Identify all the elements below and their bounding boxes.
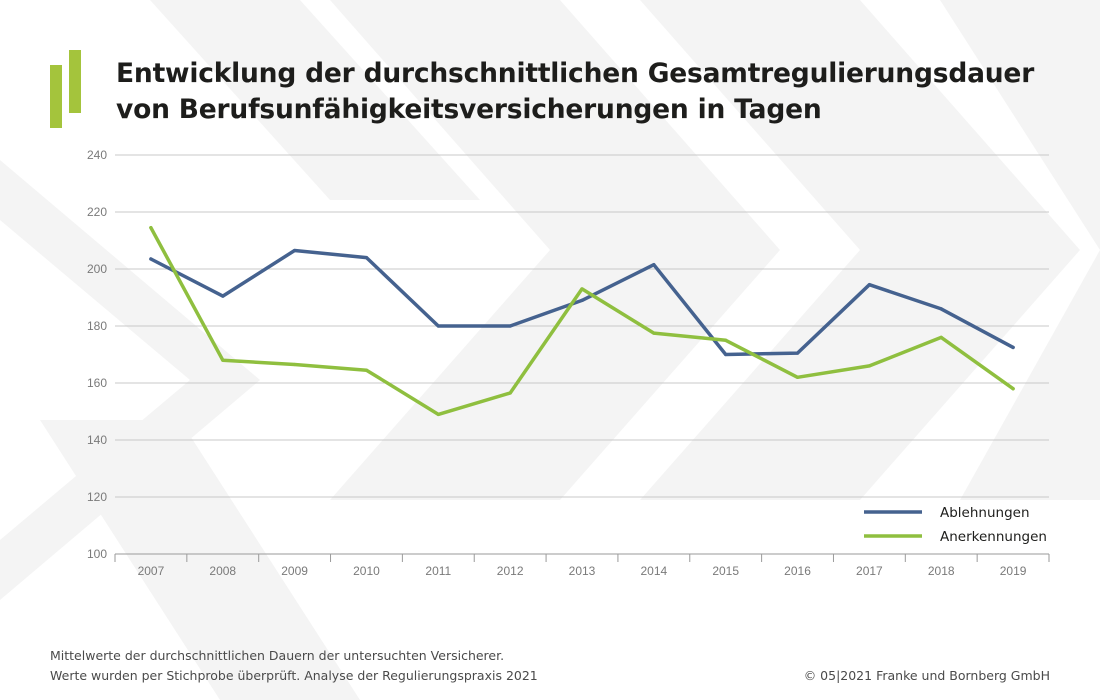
- x-tick-label-2012: 2012: [497, 564, 524, 578]
- footnote-line-2: Werte wurden per Stichprobe überprüft. A…: [50, 668, 538, 683]
- data-point-ablehnungen-2011: [436, 324, 440, 328]
- logo-bar-left: [50, 65, 62, 128]
- y-tick-label-100: 100: [87, 547, 107, 561]
- y-tick-label-200: 200: [87, 262, 107, 276]
- x-tick-label-2009: 2009: [281, 564, 308, 578]
- data-point-anerkennungen-2019: [1011, 387, 1015, 391]
- data-point-anerkennungen-2012: [508, 391, 512, 395]
- x-tick-label-2008: 2008: [209, 564, 236, 578]
- y-tick-label-220: 220: [87, 205, 107, 219]
- x-tick-label-2013: 2013: [569, 564, 596, 578]
- data-point-ablehnungen-2019: [1011, 345, 1015, 349]
- data-point-ablehnungen-2017: [867, 283, 871, 287]
- copyright: © 05|2021 Franke und Bornberg GmbH: [803, 668, 1050, 683]
- x-tick-label-2010: 2010: [353, 564, 380, 578]
- legend-label-ablehnungen: Ablehnungen: [940, 505, 1030, 521]
- y-axis-ticks: 100 120 140 160 180 200 220 240: [87, 148, 107, 561]
- data-point-ablehnungen-2013: [580, 298, 584, 302]
- chart-title: Entwicklung der durchschnittlichen Gesam…: [116, 56, 1066, 128]
- data-point-ablehnungen-2008: [221, 294, 225, 298]
- data-point-ablehnungen-2010: [364, 256, 369, 260]
- x-tick-label-2007: 2007: [138, 564, 165, 578]
- data-point-anerkennungen-2010: [364, 368, 369, 372]
- x-tick-label-2019: 2019: [1000, 564, 1027, 578]
- y-tick-label-120: 120: [87, 490, 107, 504]
- y-tick-label-240: 240: [87, 148, 107, 162]
- data-point-ablehnungen-2009: [293, 248, 297, 253]
- chart-title-line-2: von Berufsunfähigkeitsversicherungen in …: [116, 94, 822, 125]
- data-point-anerkennungen-2011: [436, 412, 440, 416]
- chart-title-line-1: Entwicklung der durchschnittlichen Gesam…: [116, 58, 1035, 89]
- data-point-ablehnungen-2012: [508, 324, 512, 328]
- series-line-ablehnungen: [149, 248, 1015, 357]
- y-tick-label-140: 140: [87, 433, 107, 447]
- data-point-anerkennungen-2009: [293, 362, 297, 367]
- grid-lines: [115, 154, 1049, 498]
- data-point-ablehnungen-2015: [724, 352, 728, 357]
- legend-label-anerkennungen: Anerkennungen: [940, 529, 1047, 545]
- series-line-anerkennungen: [149, 225, 1015, 417]
- data-point-ablehnungen-2016: [795, 351, 800, 355]
- data-point-anerkennungen-2017: [867, 364, 871, 368]
- data-point-ablehnungen-2018: [939, 307, 943, 311]
- x-tick-label-2017: 2017: [856, 564, 883, 578]
- y-tick-label-180: 180: [87, 319, 107, 333]
- footnote: Mittelwerte der durchschnittlichen Dauer…: [50, 646, 538, 686]
- data-point-anerkennungen-2008: [221, 358, 225, 362]
- x-axis-ticks: 2007 2008 2009 2010 2011 2012 2013 2014 2015 2016…: [138, 564, 1027, 578]
- series-lines: [149, 225, 1015, 417]
- data-point-anerkennungen-2018: [939, 335, 943, 339]
- x-tick-label-2011: 2011: [425, 564, 451, 578]
- x-tick-label-2018: 2018: [928, 564, 955, 578]
- data-point-ablehnungen-2014: [652, 263, 656, 267]
- y-tick-label-160: 160: [87, 376, 107, 390]
- x-axis: [114, 553, 1050, 562]
- x-tick-label-2014: 2014: [640, 564, 667, 578]
- legend: Ablehnungen Anerkennungen: [864, 505, 1047, 545]
- data-point-anerkennungen-2016: [795, 375, 800, 379]
- data-point-anerkennungen-2013: [580, 287, 584, 291]
- footnote-line-1: Mittelwerte der durchschnittlichen Dauer…: [50, 648, 505, 663]
- logo-bar-right: [69, 50, 81, 113]
- x-tick-label-2015: 2015: [712, 564, 739, 578]
- data-point-anerkennungen-2015: [724, 338, 728, 342]
- data-point-anerkennungen-2007: [149, 226, 153, 230]
- data-point-anerkennungen-2014: [652, 331, 656, 335]
- data-point-ablehnungen-2007: [149, 257, 153, 261]
- x-tick-label-2016: 2016: [784, 564, 811, 578]
